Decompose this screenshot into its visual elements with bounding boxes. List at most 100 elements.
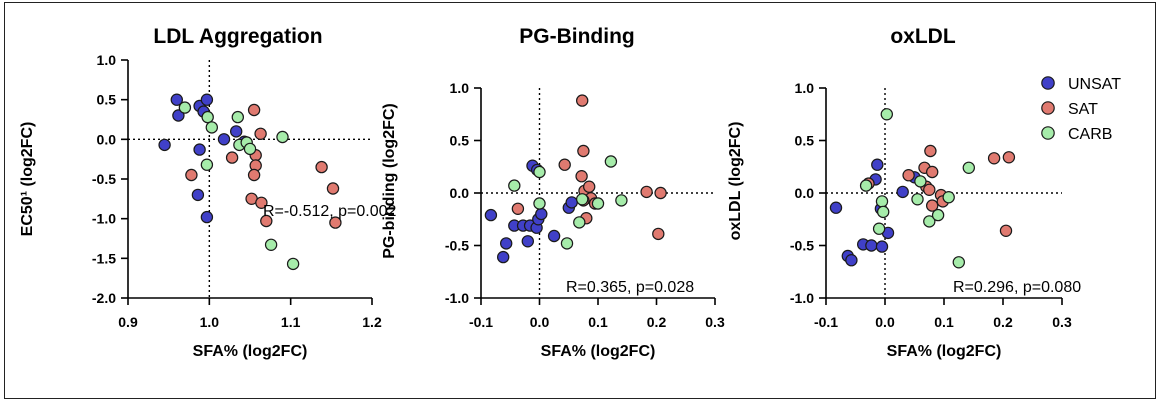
point-carb bbox=[877, 205, 890, 219]
point-sat bbox=[652, 227, 665, 241]
y-tick-label: -1.0 bbox=[92, 211, 116, 227]
panel-1: LDL Aggregation 1.0 0.5 0.0 -0.5 -1.0 -1.5 -2.0… bbox=[19, 25, 397, 360]
point-sat bbox=[247, 168, 261, 182]
point-carb bbox=[243, 142, 257, 156]
point-sat bbox=[924, 144, 937, 158]
point-carb bbox=[231, 110, 244, 124]
point-unsat bbox=[845, 254, 858, 267]
point-sat bbox=[575, 169, 588, 183]
point-unsat bbox=[200, 210, 214, 224]
point-sat bbox=[247, 103, 261, 117]
point-carb bbox=[911, 193, 924, 206]
y-tick-label: -0.5 bbox=[790, 238, 814, 254]
point-sat bbox=[1002, 151, 1016, 164]
y-tick-label: -0.5 bbox=[445, 238, 469, 254]
y-tick-label: 0.5 bbox=[795, 133, 815, 149]
chart-title: oxLDL bbox=[890, 25, 956, 48]
point-sat bbox=[260, 214, 273, 228]
point-unsat bbox=[875, 240, 889, 253]
y-axis-label: EC50¹ (log2FC) bbox=[19, 122, 36, 237]
legend-marker-unsat bbox=[1041, 76, 1055, 90]
y-tick-label: 0.0 bbox=[450, 185, 470, 201]
y-tick-label: 1.0 bbox=[97, 52, 117, 68]
point-sat bbox=[923, 183, 936, 196]
point-sat bbox=[511, 202, 525, 215]
point-sat bbox=[185, 168, 198, 182]
x-tick-label: 1.1 bbox=[281, 314, 301, 330]
point-sat bbox=[902, 168, 915, 182]
x-tick-label: 0.1 bbox=[934, 314, 954, 330]
point-carb bbox=[952, 256, 966, 269]
x-tick-label: 1.0 bbox=[200, 314, 220, 330]
point-carb bbox=[914, 175, 927, 188]
y-axis-label: oxLDL (log2FC) bbox=[727, 122, 744, 241]
point-sat bbox=[315, 160, 328, 174]
x-tick-label: 0.0 bbox=[530, 314, 550, 330]
y-tick-label: 0.5 bbox=[450, 133, 470, 149]
stats-annotation: R=0.296, p=0.080 bbox=[953, 279, 1081, 296]
point-sat bbox=[329, 216, 342, 229]
point-unsat bbox=[521, 235, 535, 248]
point-sat bbox=[999, 224, 1013, 237]
legend: UNSAT SAT CARB bbox=[1041, 76, 1121, 143]
point-sat bbox=[255, 196, 268, 209]
x-axis-label: SFA% (log2FC) bbox=[887, 343, 1002, 360]
point-sat bbox=[640, 185, 653, 199]
point-unsat bbox=[535, 207, 548, 221]
point-unsat bbox=[500, 237, 513, 250]
point-carb bbox=[201, 110, 214, 124]
x-tick-label: 0.0 bbox=[875, 314, 895, 330]
point-carb bbox=[942, 190, 955, 204]
y-tick-label: 0.0 bbox=[795, 185, 815, 201]
point-unsat bbox=[191, 188, 205, 202]
point-carb bbox=[533, 197, 546, 210]
stats-annotation: R=-0.512, p=0.002 bbox=[263, 203, 397, 220]
point-unsat bbox=[871, 158, 884, 171]
point-carb bbox=[615, 194, 628, 207]
point-carb bbox=[872, 222, 886, 235]
point-carb bbox=[276, 130, 289, 144]
legend-marker-sat bbox=[1041, 101, 1055, 115]
point-sat bbox=[254, 127, 267, 140]
point-unsat bbox=[200, 93, 214, 106]
point-unsat bbox=[497, 250, 510, 264]
y-tick-label: -0.5 bbox=[92, 171, 116, 187]
point-carb bbox=[591, 197, 605, 210]
y-tick-label: -2.0 bbox=[92, 290, 116, 306]
x-tick-label: -0.1 bbox=[814, 314, 838, 330]
legend-label-sat: SAT bbox=[1068, 101, 1098, 118]
point-sat bbox=[326, 182, 340, 195]
y-tick-label: 0.0 bbox=[97, 131, 117, 147]
legend-label-carb: CARB bbox=[1068, 126, 1112, 143]
point-sat bbox=[926, 165, 939, 179]
point-carb bbox=[859, 179, 873, 192]
point-carb bbox=[264, 238, 278, 251]
stats-annotation: R=0.365, p=0.028 bbox=[566, 279, 694, 296]
point-carb bbox=[205, 121, 218, 134]
x-tick-label: 0.3 bbox=[705, 314, 725, 330]
y-tick-label: -1.5 bbox=[92, 250, 116, 266]
panel-3: oxLDL 1.0 0.5 0.0 -0.5 -1.0-0.1 0.0 0.1 0.2 0.3 SF… bbox=[727, 25, 1081, 360]
x-tick-label: 0.3 bbox=[1052, 314, 1072, 330]
chart-title: PG-Binding bbox=[519, 25, 634, 48]
chart-title: LDL Aggregation bbox=[153, 25, 322, 48]
point-unsat bbox=[193, 143, 206, 156]
point-unsat bbox=[565, 196, 578, 209]
point-sat bbox=[926, 199, 939, 212]
y-tick-label: 1.0 bbox=[795, 80, 815, 96]
point-carb bbox=[962, 161, 976, 174]
point-carb bbox=[573, 216, 586, 229]
y-tick-label: 1.0 bbox=[450, 80, 470, 96]
y-tick-label: 0.5 bbox=[97, 92, 117, 108]
point-sat bbox=[558, 158, 571, 171]
point-sat bbox=[225, 151, 239, 164]
x-tick-label: 0.2 bbox=[647, 314, 667, 330]
point-unsat bbox=[896, 185, 909, 199]
point-carb bbox=[178, 101, 192, 114]
point-carb bbox=[880, 108, 894, 121]
point-unsat bbox=[170, 93, 183, 106]
x-tick-label: 0.1 bbox=[588, 314, 608, 330]
point-unsat bbox=[865, 239, 878, 252]
point-carb bbox=[931, 208, 945, 222]
